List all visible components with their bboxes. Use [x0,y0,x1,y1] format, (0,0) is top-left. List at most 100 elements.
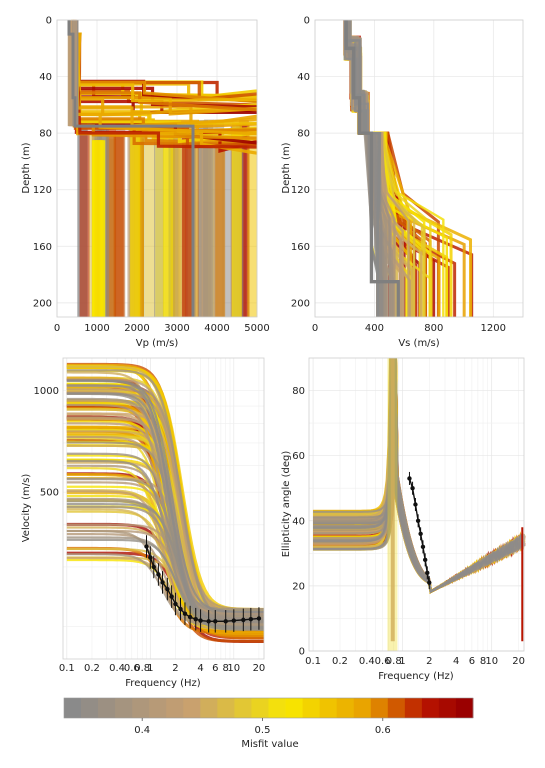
vp-y-ticks: 0 40 80 120 160 200 [33,16,52,310]
ellipticity-x-ticks: 0.1 0.2 0.4 0.60.81 2 4 6 8 10 20 [305,656,525,667]
colorbar-cell [234,698,252,718]
x-tick-label: 2 [426,656,432,667]
vs-y-ticks: 0 40 80 120 160 200 [291,16,310,310]
ellipticity-frame [308,357,525,652]
colorbar-cell [268,698,286,718]
vs-panel: 0 400 800 1200 0 40 80 120 160 200 Vs (m/s) Dept… [281,16,524,349]
vs-model-line [345,20,379,317]
colorbar-cell [81,698,99,718]
y-tick-label: 0 [46,16,52,27]
y-tick-label: 40 [39,72,52,83]
colorbar-tick-label: 0.6 [375,725,391,736]
x-tick-label: 0.6 [375,656,391,667]
y-tick-label: 80 [297,129,310,140]
dispersion-observed-point [198,618,203,623]
y-tick-label: 20 [292,581,305,592]
y-tick-label: 60 [292,451,305,462]
dispersion-x-label: Frequency (Hz) [125,678,201,689]
ellipticity-observed-point [422,557,428,563]
colorbar-cell [132,698,150,718]
y-tick-label: 200 [33,298,52,309]
ellipticity-x-label: Frequency (Hz) [378,671,454,682]
dispersion-observed-point [256,616,262,621]
colorbar-frame [63,697,474,719]
x-tick-label: 0.4 [109,663,125,674]
colorbar-cell [336,698,355,718]
colorbar-cell [353,698,372,718]
vp-profiles [67,19,258,318]
y-tick-label: 1000 [34,386,59,397]
vs-frame [314,19,524,318]
dispersion-observed-point [156,572,161,577]
dispersion-observed [144,535,262,633]
dispersion-observed-point [241,617,246,623]
x-tick-label: 0.6 [124,663,140,674]
ellipticity-observed-point [407,476,412,481]
vp-shallow-band [68,20,73,127]
dispersion-curves [66,362,265,644]
vp-halfspace-band [238,120,249,317]
colorbar-cell [200,698,218,718]
colorbar-cell [302,698,321,718]
x-tick-label: 0.1 [59,663,75,674]
vp-best-profile [67,20,195,317]
dispersion-observed-point [213,619,218,624]
ellipticity-observed-point [420,544,426,550]
vp-halfspace-band [247,125,258,317]
vp-y-label: Depth (m) [21,142,32,193]
x-tick-label: 0.4 [359,656,375,667]
vp-halfspace-band [144,124,155,317]
dispersion-observed-point [160,580,165,585]
x-tick-label: 400 [365,323,384,334]
ellipticity-observed-point [410,486,415,491]
colorbar-tick-label: 0.5 [255,725,271,736]
vp-halfspace-band [105,127,116,317]
ellipticity-model-curve [313,357,525,594]
vs-x-label: Vs (m/s) [398,338,439,349]
x-tick-label: 1200 [481,323,506,334]
y-tick-label: 200 [291,298,310,309]
dispersion-observed-point [187,614,193,620]
colorbar-cell [217,698,235,718]
x-tick-label: 0.2 [84,663,100,674]
dispersion-frame [62,357,265,660]
vp-halfspace-band [221,137,232,317]
dispersion-model-curve [66,452,265,620]
y-tick-label: 120 [33,185,52,196]
vs-profiles [343,20,474,317]
vs-best-profile [344,20,400,317]
ellipticity-observed-point [413,502,418,507]
ellipticity-observed-point [427,580,432,585]
y-tick-label: 0 [304,16,310,27]
colorbar-cell [251,698,269,718]
vp-frame [56,19,258,318]
ellipticity-panel: 0.1 0.2 0.4 0.60.81 2 4 6 8 10 20 0 20 40 60 80 Frequ… [281,357,526,682]
dispersion-observed-point [182,611,188,616]
ellipticity-curves [313,357,526,651]
x-tick-label: 4000 [204,323,229,334]
ellipticity-observed [407,471,432,590]
ellipticity-observed-point [415,518,421,523]
colorbar-cell [64,698,82,718]
x-tick-label: 4 [453,656,459,667]
vp-x-label: Vp (m/s) [136,338,179,349]
x-tick-label: 6 [469,656,475,667]
x-tick-label: 0.8 [134,663,150,674]
colorbar-cell [370,698,389,718]
vp-panel: 0 1000 2000 3000 4000 5000 0 40 80 120 160 200 Vp … [21,16,270,350]
vp-yellow-band [94,140,101,317]
dispersion-model-curve [66,379,265,613]
vp-halfspace-band [231,122,242,318]
x-tick-label: 10 [485,656,498,667]
x-tick-label: 8 [480,656,486,667]
x-tick-label: 3000 [164,323,189,334]
vp-halfspace-band [163,133,174,317]
dispersion-model-curve [66,505,265,611]
colorbar-cell [455,698,474,718]
y-tick-label: 40 [297,72,310,83]
dispersion-model-curve [66,538,265,628]
dispersion-model-curve [66,553,265,626]
dispersion-observed-point [173,601,178,607]
x-tick-label: 0 [312,323,318,334]
